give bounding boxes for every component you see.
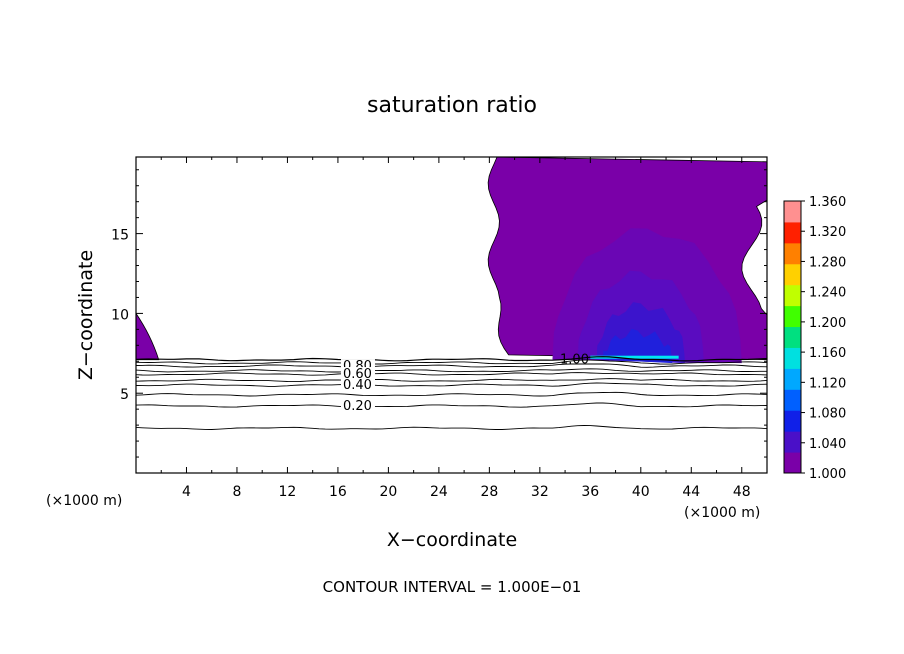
colorbar-tick-label: 1.160 <box>809 346 846 361</box>
contour-0.10 <box>135 425 768 430</box>
colorbar-tick-label: 1.000 <box>809 467 846 482</box>
y-axis-ticks: 5 10 15 <box>111 169 767 458</box>
contour-label-0.40: 0.40 <box>343 378 372 393</box>
contour-0.70 <box>135 368 767 373</box>
colorbar-swatch <box>784 284 801 307</box>
y-tick-label: 5 <box>120 387 129 403</box>
colorbar-tick-label: 1.040 <box>809 437 846 452</box>
colorbar-swatch <box>784 452 801 474</box>
colorbar-swatch <box>784 326 801 348</box>
y-tick-label: 10 <box>111 307 129 323</box>
colorbar-tick-label: 1.080 <box>809 407 846 422</box>
contour-lines: 0.800.600.400.201.00 <box>135 353 768 430</box>
chart-title: saturation ratio <box>367 93 537 118</box>
x-tick-label: 8 <box>232 484 241 500</box>
x-tick-label: 36 <box>581 484 599 500</box>
x-tick-label: 44 <box>682 484 700 500</box>
colorbar-swatch <box>784 368 801 390</box>
contour-label-bg <box>340 398 375 412</box>
contour-0.60 <box>135 372 768 376</box>
colorbar-swatch <box>784 305 801 328</box>
contour-0.90 <box>135 359 768 365</box>
x-axis-label: X−coordinate <box>387 529 517 551</box>
colorbar-swatch <box>784 347 801 369</box>
x-tick-label: 24 <box>430 484 448 500</box>
contour-label-0.20: 0.20 <box>343 399 372 414</box>
x-tick-label: 48 <box>733 484 751 500</box>
x-tick-label: 40 <box>632 484 650 500</box>
colorbar: 1.360 1.320 1.280 1.240 1.200 1.160 1.120 1.080… <box>783 195 846 482</box>
colorbar-tick-label: 1.240 <box>809 286 846 301</box>
colorbar-swatch <box>784 263 801 286</box>
colorbar-tick-label: 1.280 <box>809 255 846 270</box>
colorbar-tick-label: 1.320 <box>809 225 846 240</box>
shading-level-4 <box>602 328 673 364</box>
y-tick-label: 15 <box>111 228 129 244</box>
x-tick-label: 32 <box>531 484 549 500</box>
x-unit-right: (×1000 m) <box>684 505 760 521</box>
left-saturated-region <box>135 312 160 361</box>
contour-label-1.00: 1.00 <box>560 353 589 368</box>
filled-regions <box>135 156 768 364</box>
contour-label-bg <box>340 367 375 381</box>
contour-1.00 <box>135 356 768 362</box>
colorbar-swatch <box>784 221 801 244</box>
contour-0.80 <box>135 363 768 368</box>
x-tick-label: 28 <box>480 484 498 500</box>
colorbar-tick-label: 1.360 <box>809 195 846 210</box>
colorbar-swatch <box>784 431 801 453</box>
contour-interval-note: CONTOUR INTERVAL = 1.000E−01 <box>323 578 582 596</box>
x-tick-label: 20 <box>379 484 397 500</box>
colorbar-tick-label: 1.120 <box>809 376 846 391</box>
x-tick-label: 12 <box>279 484 297 500</box>
x-tick-label: 4 <box>182 484 191 500</box>
colorbar-swatch <box>784 410 801 432</box>
x-tick-label: 16 <box>329 484 347 500</box>
colorbar-swatch <box>784 201 801 223</box>
contour-0.40 <box>135 382 768 387</box>
contour-label-bg <box>340 378 375 392</box>
contour-0.30 <box>135 391 768 397</box>
y-axis-label: Z−coordinate <box>75 250 97 380</box>
contour-0.20 <box>135 402 768 408</box>
x-unit-left: (×1000 m) <box>46 493 122 509</box>
colorbar-frame <box>783 200 802 474</box>
colorbar-swatch <box>784 242 801 265</box>
peak-core-strip <box>590 355 679 359</box>
colorbar-tick-label: 1.200 <box>809 316 846 331</box>
contour-0.50 <box>135 378 768 383</box>
colorbar-swatch <box>784 389 801 411</box>
x-axis-ticks: 4 8 12 16 20 24 28 32 36 40 44 48 <box>160 157 751 500</box>
plot-frame <box>135 156 768 474</box>
